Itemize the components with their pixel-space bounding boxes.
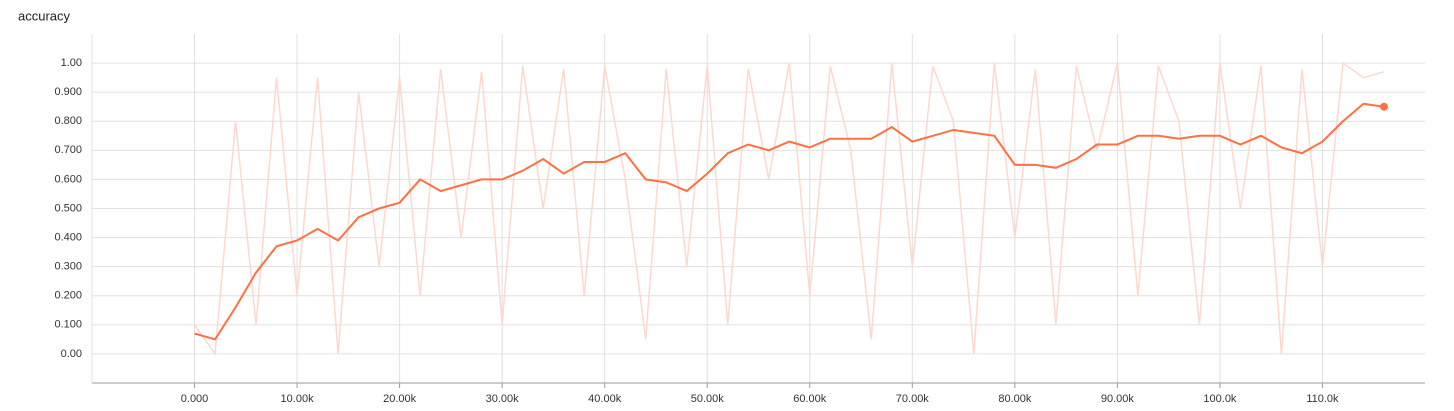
y-tick-label: 0.100 [54,319,82,331]
y-tick-label: 0.300 [54,261,82,273]
y-tick-label: 0.600 [54,173,82,185]
x-tick-label: 60.00k [793,393,827,405]
x-tick-label: 30.00k [486,393,520,405]
x-tick-label: 20.00k [383,393,417,405]
y-tick-label: 0.00 [61,348,82,360]
y-tick-label: 0.800 [54,115,82,127]
y-tick-label: 0.500 [54,202,82,214]
x-tick-label: 110.0k [1306,393,1339,405]
last-point [1379,102,1388,111]
y-tick-label: 1.00 [61,57,82,69]
x-tick-label: 50.00k [691,393,725,405]
x-tick-label: 80.00k [998,393,1032,405]
x-tick-label: 10.00k [281,393,315,405]
x-tick-label: 0.000 [181,393,209,405]
x-tick-label: 40.00k [588,393,622,405]
raw-line [193,61,1385,357]
x-tick-label: 90.00k [1101,393,1135,405]
chart-title: accuracy [18,8,71,23]
x-tick-label: 100.0k [1203,393,1237,405]
y-tick-label: 0.200 [54,290,82,302]
smoothed-line [194,102,1385,341]
y-tick-label: 0.400 [54,231,82,243]
x-tick-label: 70.00k [896,393,930,405]
y-tick-label: 0.700 [54,144,82,156]
y-tick-label: 0.900 [54,86,82,98]
